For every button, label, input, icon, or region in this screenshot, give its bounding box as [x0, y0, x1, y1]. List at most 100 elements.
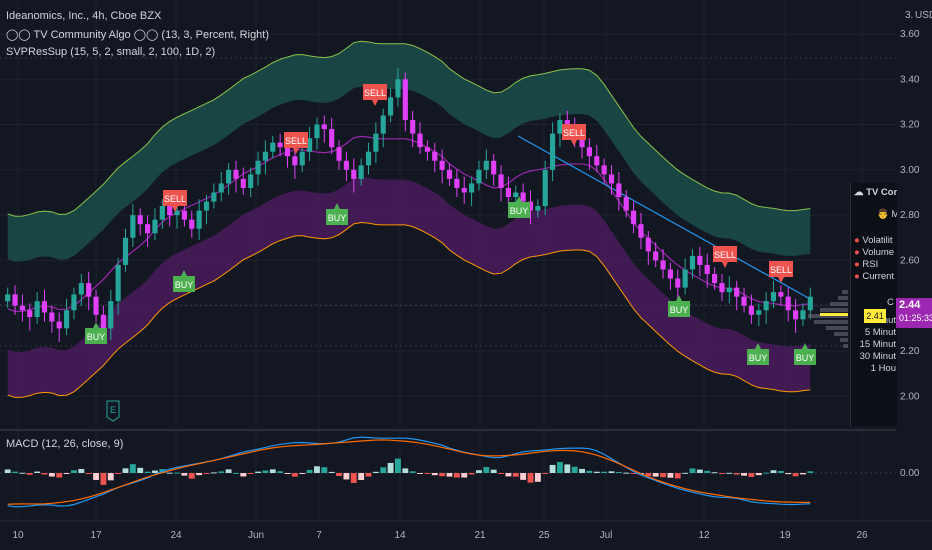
candle-body [638, 224, 644, 238]
macd-histogram-bar [755, 473, 762, 476]
macd-histogram-bar [93, 473, 99, 480]
macd-legend[interactable]: MACD (12, 26, close, 9) [6, 438, 124, 450]
macd-histogram-bar [792, 473, 799, 477]
price-axis[interactable]: 3.603.403.203.002.802.602.402.202.000.00 [896, 0, 932, 520]
price-tick-label: 3.60 [900, 29, 920, 40]
macd-histogram-bar [372, 471, 379, 473]
candle-body [240, 178, 246, 188]
upper-band-edge [7, 40, 811, 217]
macd-histogram-bar [12, 471, 18, 473]
indicator-legend-svpressup[interactable]: SVPResSup (15, 5, 2, small, 2, 100, 1D, … [6, 46, 216, 58]
candle-body [56, 321, 62, 329]
candle-body [71, 294, 77, 311]
candle-body [697, 255, 703, 265]
time-tick-label: Jun [248, 530, 264, 541]
macd-histogram-bar [210, 472, 217, 474]
timeframe-1h: 1 Hou [870, 363, 896, 374]
macd-histogram-bar [652, 473, 659, 477]
candle-body [446, 169, 453, 179]
poc-line [820, 313, 848, 316]
volume-profile-bar [843, 344, 848, 348]
sell-signal-label: SELL [714, 250, 736, 260]
alert-dot-icon: ● [854, 247, 860, 258]
macd-histogram-bar [409, 471, 416, 473]
macd-histogram-bar [85, 473, 92, 474]
currency-label[interactable]: USD [915, 10, 932, 21]
macd-histogram-bar [240, 473, 247, 477]
candle-body [115, 264, 121, 302]
macd-histogram-bar [56, 473, 63, 478]
candle-body [270, 142, 276, 152]
candle-body [189, 219, 195, 229]
candle-body [373, 133, 379, 152]
volume-profile-bar [814, 320, 848, 324]
volume-profile-bar [820, 308, 848, 312]
timeframe-15m: 15 Minut [859, 339, 896, 350]
macd-histogram-bar [586, 470, 593, 473]
macd-pane [0, 436, 896, 508]
candle-body [623, 197, 629, 211]
macd-histogram-bar [188, 473, 195, 479]
panel-item-volatility: Volatilit [862, 235, 893, 246]
macd-histogram-bar [461, 473, 468, 478]
sell-signal-marker [562, 124, 586, 146]
small-price-tag: 2.41 [864, 309, 886, 323]
macd-histogram-bar [380, 467, 387, 473]
macd-histogram-bar [321, 467, 328, 473]
time-axis[interactable]: 10 17 24 Jun 7 14 21 25 Jul 12 19 26 [0, 520, 932, 541]
earnings-icon [106, 400, 120, 422]
buy-signal-marker [747, 343, 769, 365]
sell-signal-label: SELL [770, 265, 792, 275]
macd-histogram-bar [608, 471, 615, 473]
macd-histogram-bar [395, 458, 401, 473]
candle-body [763, 301, 769, 311]
candle-body [513, 192, 519, 198]
candle-body [262, 151, 268, 161]
macd-histogram-bar [247, 473, 254, 475]
candle-body [719, 283, 725, 293]
candle-body [469, 183, 475, 193]
macd-histogram-bar [336, 473, 342, 476]
current-price-box[interactable]: 2.44 01:25:33 [896, 298, 932, 328]
symbol-title[interactable]: Ideanomics, Inc., 4h, Cboe BZX [6, 10, 162, 22]
candle-body [226, 169, 232, 184]
candle-body [410, 120, 416, 134]
candle-body [734, 287, 740, 297]
macd-histogram-bar [785, 473, 792, 475]
volume-profile-bar [826, 326, 848, 330]
candle-body [284, 147, 291, 157]
time-tick-label: 12 [698, 530, 710, 541]
macd-histogram-bar [549, 464, 556, 473]
indicator-legend-tv-algo[interactable]: ◯◯ TV Community Algo ◯◯ (13, 3, Percent,… [6, 29, 270, 41]
time-tick-label: 17 [90, 530, 102, 541]
macd-histogram-bar [807, 471, 814, 473]
candle-body [748, 305, 754, 315]
macd-histogram-bar [129, 464, 136, 473]
macd-histogram-bar [527, 473, 534, 483]
buy-signal-label: BUY [175, 280, 194, 290]
candle-body [542, 169, 548, 207]
candle-body [211, 192, 217, 202]
macd-histogram-bar [645, 473, 652, 477]
candle-body [277, 142, 283, 148]
candle-body [770, 292, 777, 302]
price-tick-label: 2.80 [900, 210, 920, 221]
macd-histogram-bar [439, 473, 446, 477]
macd-histogram-bar [41, 473, 48, 475]
panel-row-m: 👨 M [877, 209, 897, 220]
midline [7, 135, 811, 312]
panel-title: ☁ TV Comm [854, 187, 897, 198]
candle-body [439, 160, 445, 170]
signal-markers: BUY BUY BUY BUY BUY BUY BUY SELL SELL SELL SELL SEL… [85, 84, 848, 422]
macd-histogram-bar [269, 469, 276, 473]
macd-histogram-bar [262, 470, 269, 473]
macd-histogram-bar [314, 466, 320, 473]
macd-histogram-bar [225, 469, 232, 473]
price-tick-label: 3.20 [900, 120, 920, 131]
macd-histogram-bar [741, 473, 747, 476]
candle-body [64, 310, 70, 329]
macd-histogram-bar [800, 473, 806, 475]
lower-band-edge [7, 221, 811, 398]
candle-body [388, 97, 394, 116]
